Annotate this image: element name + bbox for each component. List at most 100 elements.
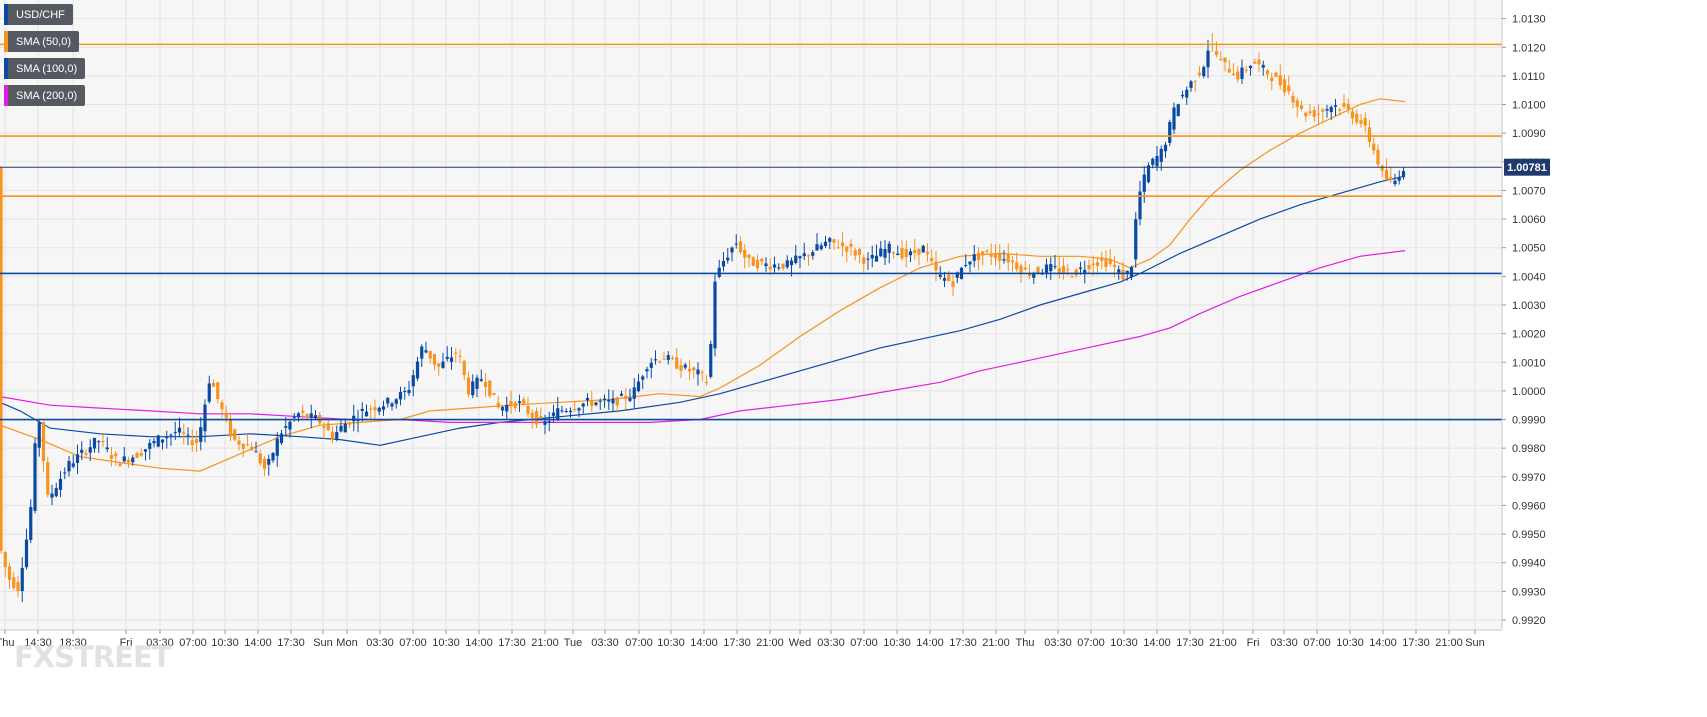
candle-body — [934, 261, 938, 271]
candle-body — [832, 239, 836, 243]
candle-body — [594, 402, 598, 405]
candle-body — [364, 411, 369, 417]
candle-body — [1057, 267, 1061, 274]
candle-body — [505, 404, 509, 412]
y-tick-label: 0.9990 — [1512, 415, 1546, 427]
candle-body — [619, 393, 624, 396]
x-tick-label: 14:00 — [1143, 637, 1171, 649]
candle-body — [335, 432, 339, 439]
candle-body — [254, 451, 258, 453]
candle-body — [114, 453, 118, 457]
candle-body — [819, 245, 823, 250]
candle-body — [1172, 107, 1176, 130]
candle-body — [896, 253, 900, 256]
candle-body — [1355, 113, 1359, 123]
candle-body — [870, 254, 874, 259]
candle-body — [1134, 219, 1138, 260]
candle-body — [432, 354, 437, 365]
x-tick-label: Sun — [1465, 637, 1485, 649]
candle-body — [998, 253, 1002, 261]
candle-body — [836, 247, 840, 249]
y-tick-label: 1.0090 — [1512, 128, 1546, 140]
candle-body — [1329, 106, 1333, 113]
y-tick-label: 1.0110 — [1512, 71, 1545, 83]
candle-body — [1261, 64, 1265, 68]
candle-body — [628, 397, 632, 401]
candle-body — [1253, 61, 1257, 64]
candle-body — [743, 249, 747, 258]
candle-body — [50, 493, 54, 498]
candle-body — [913, 249, 917, 254]
candle-body — [386, 397, 390, 404]
candle-body — [496, 402, 500, 408]
candle-body — [1265, 70, 1270, 75]
x-tick-label: 18:30 — [59, 637, 87, 649]
candle-body — [390, 403, 394, 407]
candle-body — [908, 251, 913, 256]
candle-body — [1380, 165, 1384, 171]
candle-body — [437, 363, 441, 367]
candle-body — [726, 257, 730, 261]
x-tick-label: 07:00 — [1303, 637, 1331, 649]
candle-body — [12, 577, 16, 588]
candle-body — [1023, 267, 1027, 270]
candle-body — [751, 257, 755, 267]
candle-body — [1219, 59, 1223, 61]
legend-item-usdchf[interactable]: USD/CHF — [4, 4, 73, 25]
candle-body — [891, 252, 896, 254]
x-tick-label: 17:30 — [277, 637, 305, 649]
candle-body — [292, 416, 296, 418]
legend-swatch-sma-100 — [4, 58, 8, 79]
candle-body — [709, 344, 713, 377]
x-tick-label: 03:30 — [146, 637, 174, 649]
sma-line-500 — [0, 98, 1406, 472]
candle-body — [233, 429, 237, 440]
y-tick-label: 1.0120 — [1512, 42, 1546, 54]
y-tick-label: 0.9960 — [1512, 500, 1546, 512]
candle-body — [1146, 165, 1151, 183]
legend-item-sma-100[interactable]: SMA (100,0) — [4, 58, 86, 79]
candle-body — [173, 432, 177, 434]
candle-body — [951, 281, 955, 287]
candle-body — [203, 404, 207, 432]
sma-line-2000 — [0, 250, 1406, 423]
legend: USD/CHF SMA (50,0) SMA (100,0) SMA (200,… — [4, 4, 86, 112]
candle-body — [1401, 171, 1406, 178]
candle-body — [105, 447, 109, 450]
candle-body — [1036, 267, 1040, 273]
candle-body — [271, 453, 275, 461]
candle-body — [1078, 267, 1083, 269]
candle-body — [692, 367, 696, 371]
candle-body — [143, 449, 148, 452]
candle-body — [343, 423, 347, 433]
candle-body — [1095, 262, 1100, 266]
x-tick-label: 17:30 — [1176, 637, 1204, 649]
candle-body — [352, 415, 356, 422]
legend-item-sma-200[interactable]: SMA (200,0) — [4, 85, 86, 106]
candle-body — [581, 403, 585, 407]
candle-body — [373, 407, 377, 411]
x-tick-label: Fri — [1247, 637, 1260, 649]
legend-item-sma-50[interactable]: SMA (50,0) — [4, 31, 80, 52]
candle-body — [160, 439, 165, 443]
candle-body — [1248, 65, 1253, 69]
candle-body — [63, 472, 67, 474]
candle-body — [917, 248, 921, 255]
candle-body — [670, 358, 675, 360]
candle-body — [471, 381, 475, 396]
candle-body — [1384, 169, 1389, 180]
candle-body — [513, 402, 517, 408]
candle-body — [993, 253, 998, 259]
candle-body — [88, 447, 92, 453]
y-tick-label: 1.0100 — [1512, 100, 1546, 112]
candle-body — [262, 458, 267, 469]
candle-body — [80, 449, 84, 453]
y-tick-label: 0.9930 — [1512, 586, 1546, 598]
candle-body — [1397, 177, 1401, 181]
y-tick-label: 0.9940 — [1512, 558, 1546, 570]
candle-body — [1066, 269, 1070, 271]
candle-body — [585, 397, 590, 401]
candle-body — [1185, 89, 1189, 98]
candle-body — [301, 410, 305, 413]
